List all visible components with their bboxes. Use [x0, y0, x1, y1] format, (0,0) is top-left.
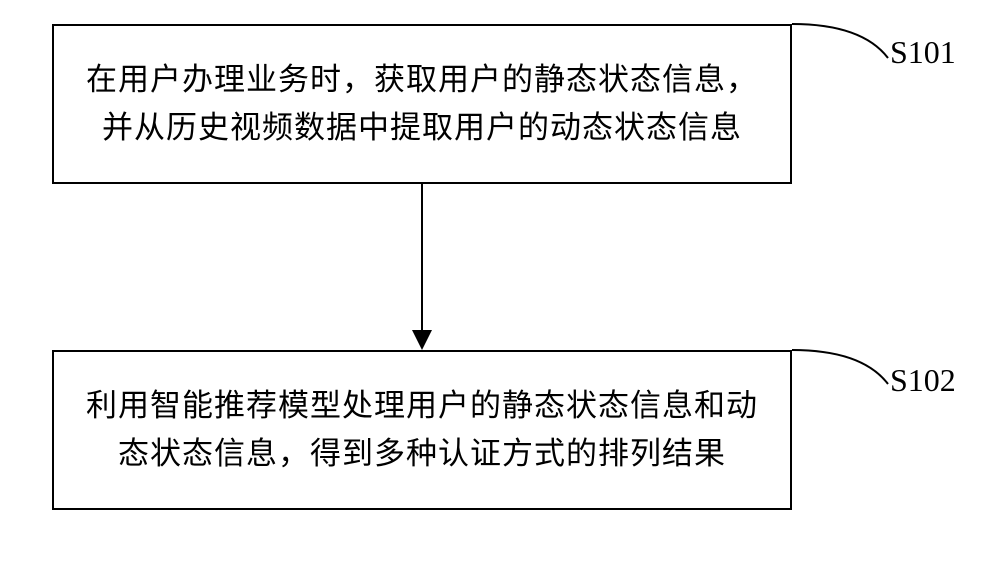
- label-leader-s102: [792, 350, 892, 400]
- step-label-s102: S102: [890, 362, 956, 399]
- arrow-head-1: [412, 330, 432, 350]
- flowchart-canvas: 在用户办理业务时，获取用户的静态状态信息，并从历史视频数据中提取用户的动态状态信…: [0, 0, 1000, 564]
- flow-step-2: 利用智能推荐模型处理用户的静态状态信息和动态状态信息，得到多种认证方式的排列结果: [52, 350, 792, 510]
- flow-step-2-text: 利用智能推荐模型处理用户的静态状态信息和动态状态信息，得到多种认证方式的排列结果: [54, 382, 790, 478]
- step-label-s101: S101: [890, 34, 956, 71]
- flow-step-1-text: 在用户办理业务时，获取用户的静态状态信息，并从历史视频数据中提取用户的动态状态信…: [54, 56, 790, 152]
- flow-step-1: 在用户办理业务时，获取用户的静态状态信息，并从历史视频数据中提取用户的动态状态信…: [52, 24, 792, 184]
- label-leader-s101: [792, 24, 892, 74]
- arrow-line-1: [421, 184, 423, 332]
